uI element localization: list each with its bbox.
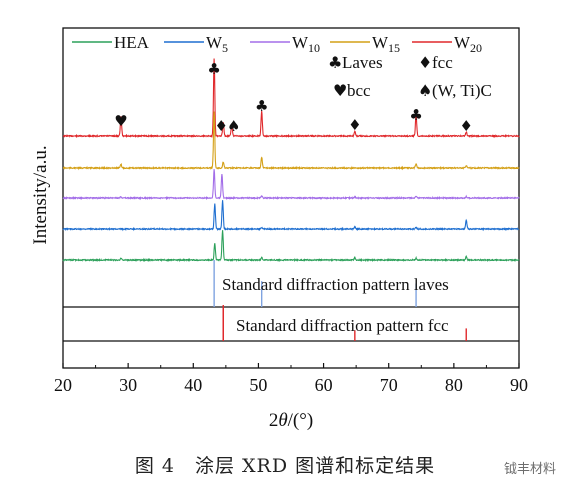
phase-key-label: bcc xyxy=(347,81,371,100)
x-label-prefix: 2 xyxy=(269,410,279,431)
xrd-traces xyxy=(62,58,520,263)
x-tick-label: 50 xyxy=(249,375,267,395)
x-tick-label: 90 xyxy=(510,375,528,395)
x-label-variable: θ xyxy=(278,410,287,431)
legend-label: W10 xyxy=(292,33,320,55)
watermark: 钺丰材料 xyxy=(503,462,556,477)
marker-laves: ♣ xyxy=(255,97,268,115)
trace-HEA xyxy=(62,230,520,263)
marker-bcc: ♥ xyxy=(114,112,127,130)
x-tick-label: 20 xyxy=(54,375,72,395)
phase-key: ♣ Laves ♦ fcc ♥ bcc ♠ (W, Ti)C xyxy=(328,53,492,100)
trace-W5 xyxy=(62,200,520,232)
standard-patterns: Standard diffraction pattern laves Standa… xyxy=(213,260,467,341)
marker-laves: ♣ xyxy=(409,106,422,124)
x-axis: 20 30 40 50 60 70 80 90 xyxy=(54,363,528,395)
phase-key-symbol: ♣ xyxy=(328,53,342,72)
phase-key-symbol: ♠ xyxy=(418,81,432,100)
standard-label: Standard diffraction pattern fcc xyxy=(236,316,449,335)
trace-W20 xyxy=(62,58,520,139)
figure-caption: 图 4 涂层 XRD 图谱和标定结果 xyxy=(134,455,436,477)
trace-W10 xyxy=(62,168,520,201)
marker-fcc: ♦ xyxy=(348,116,361,134)
marker-laves: ♣ xyxy=(207,60,220,78)
marker-carbide: ♠ xyxy=(227,117,240,135)
x-tick-label: 70 xyxy=(380,375,398,395)
x-tick-label: 30 xyxy=(119,375,137,395)
standard-label: Standard diffraction pattern laves xyxy=(222,275,449,294)
phase-key-label: (W, Ti)C xyxy=(432,81,492,100)
x-label-unit: /(°) xyxy=(288,410,314,431)
phase-key-symbol: ♦ xyxy=(418,53,432,72)
x-tick-label: 60 xyxy=(315,375,333,395)
legend-label: HEA xyxy=(114,33,150,52)
x-tick-label: 80 xyxy=(445,375,463,395)
legend: HEA W5 W10 W15 W20 xyxy=(72,33,482,55)
marker-fcc: ♦ xyxy=(215,117,228,135)
legend-label: W15 xyxy=(372,33,400,55)
legend-label: W20 xyxy=(454,33,482,55)
legend-label: W5 xyxy=(206,33,228,55)
phase-key-label: fcc xyxy=(432,53,453,72)
phase-key-label: Laves xyxy=(342,53,383,72)
y-axis-label: Intensity/a.u. xyxy=(30,145,51,244)
x-tick-label: 40 xyxy=(184,375,202,395)
phase-key-symbol: ♥ xyxy=(333,81,347,100)
x-axis-label: 2θ/(°) xyxy=(269,410,313,431)
trace-W15 xyxy=(62,111,520,171)
marker-fcc: ♦ xyxy=(460,117,473,135)
peak-markers: ♥♣♦ ♠♣♦♣♦ xyxy=(114,60,473,135)
xrd-figure: HEA W5 W10 W15 W20 ♣ Laves ♦ fcc♥ bcc ♠ (W, Ti)C ♥… xyxy=(30,27,528,431)
